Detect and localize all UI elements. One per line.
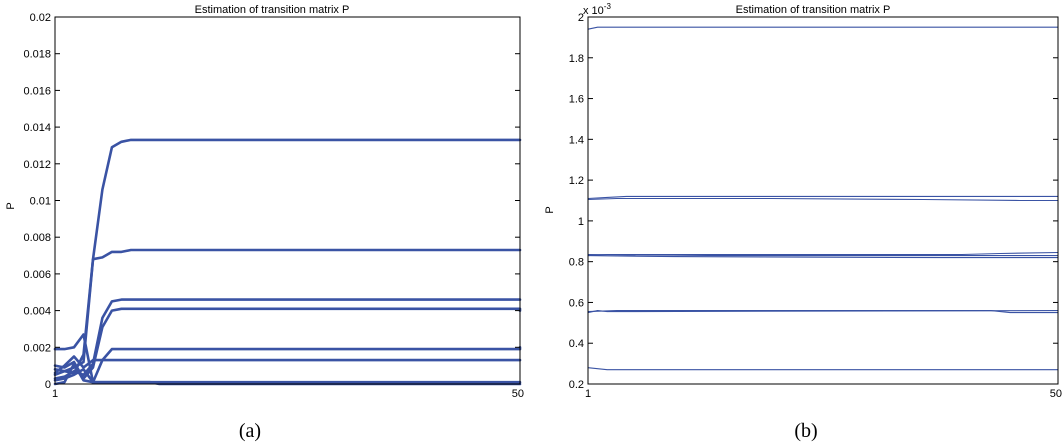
x-tick-label-b-1: 50 [1050, 388, 1062, 400]
series-line-b-5 [587, 253, 1059, 257]
series-line-a-1 [53, 138, 522, 377]
y-tick-label-a-6: 0.012 [23, 159, 51, 171]
series-line-a-4 [53, 307, 522, 380]
chart-panel-a: Estimation of transition matrix P P 0 0.0… [5, 4, 524, 442]
panel-label-b: (b) [794, 420, 817, 442]
exponent-power: -3 [604, 2, 612, 11]
chart-panel-b: Estimation of transition matrix P x 10-3… [544, 2, 1062, 442]
y-tick-label-a-9: 0.018 [23, 49, 51, 61]
y-tick-label-b-5: 1.2 [569, 175, 584, 187]
x-tick-label-a-1: 50 [512, 388, 524, 400]
series-line-b-3 [587, 197, 1059, 202]
y-tick-label-a-8: 0.016 [23, 85, 51, 97]
exponent-base: x 10 [583, 5, 604, 17]
panel-label-a: (a) [239, 420, 261, 442]
plot-frame-a [54, 16, 521, 385]
series-line-a-8 [53, 362, 522, 386]
series-line-b-2 [587, 195, 1059, 200]
y-axis-label-b: P [544, 206, 556, 213]
y-tick-label-b-8: 1.8 [569, 53, 584, 65]
y-tick-label-a-1: 0.002 [23, 342, 51, 354]
chart-title-b: Estimation of transition matrix P [736, 4, 891, 16]
y-tick-label-b-7: 1.6 [569, 94, 584, 106]
series-group-a [53, 138, 522, 386]
y-tick-label-b-6: 1.4 [569, 134, 584, 146]
y-tick-label-a-5: 0.01 [30, 196, 51, 208]
series-line-a-7 [53, 368, 522, 384]
exponent-label-b: x 10-3 [583, 2, 611, 17]
y-tick-label-a-2: 0.004 [23, 306, 51, 318]
series-line-b-6 [587, 255, 1059, 259]
chart-title-a: Estimation of transition matrix P [195, 4, 350, 16]
y-tick-label-a-7: 0.014 [23, 122, 51, 134]
series-line-b-8 [587, 310, 1059, 314]
x-tick-label-a-0: 1 [52, 388, 58, 400]
y-tick-label-a-10: 0.02 [30, 12, 51, 24]
y-axis-label-a: P [5, 202, 17, 209]
series-group-b [587, 26, 1059, 371]
y-tick-label-b-1: 0.4 [569, 338, 584, 350]
x-tick-label-b-0: 1 [585, 388, 591, 400]
y-tick-label-b-4: 1 [578, 216, 584, 228]
ticks-group-b: 0.2 0.4 0.6 0.8 1 1.2 1.4 1.6 1.8 2 1 50 [569, 12, 1062, 400]
y-tick-label-b-3: 0.8 [569, 257, 584, 269]
series-line-a-6 [53, 355, 522, 375]
y-tick-label-a-0: 0 [45, 379, 51, 391]
plot-frame-b [587, 16, 1059, 385]
series-line-a-2 [53, 248, 522, 375]
y-tick-label-a-4: 0.008 [23, 232, 51, 244]
series-line-a-5 [53, 333, 522, 384]
series-line-a-3 [53, 298, 522, 380]
y-tick-label-b-9: 2 [578, 12, 584, 24]
series-line-b-1 [587, 26, 1059, 30]
ticks-group-a: 0 0.002 0.004 0.006 0.008 0.01 0.012 0.014 0.016… [23, 12, 524, 400]
y-tick-label-b-0: 0.2 [569, 379, 584, 391]
y-tick-label-b-2: 0.6 [569, 297, 584, 309]
y-tick-label-a-3: 0.006 [23, 269, 51, 281]
series-line-b-9 [587, 367, 1059, 371]
